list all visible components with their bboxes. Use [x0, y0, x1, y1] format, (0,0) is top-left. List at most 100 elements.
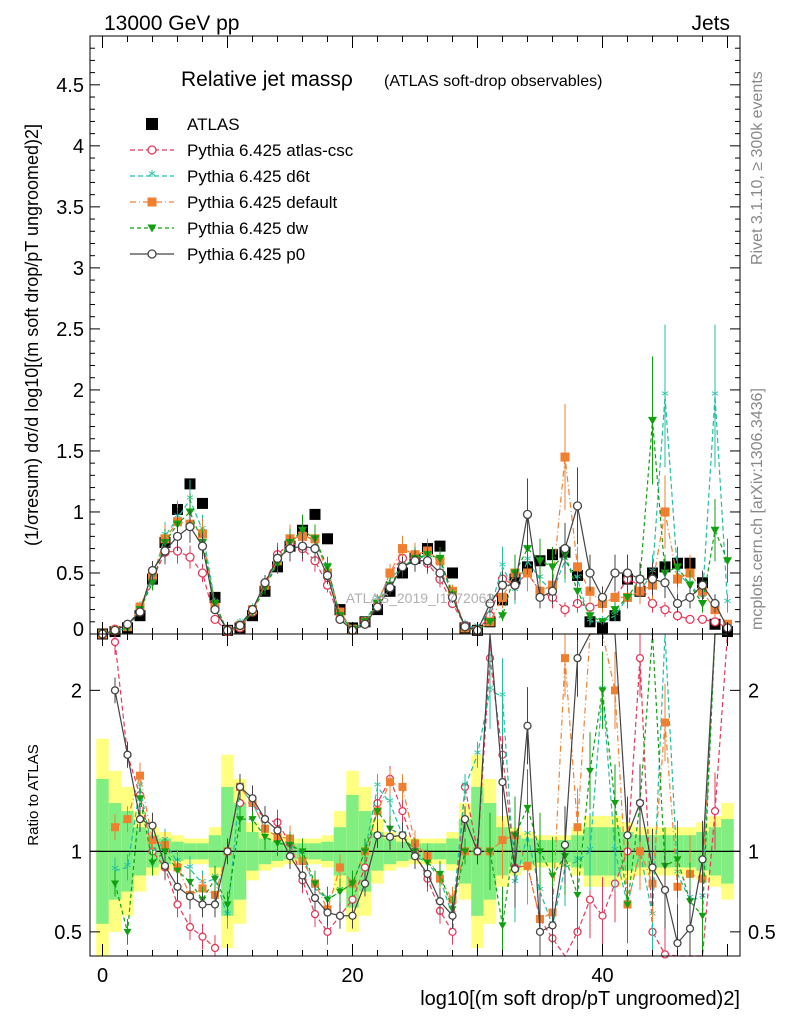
ratio-series-5-point — [423, 869, 432, 879]
legend-label: Pythia 6.425 d6t — [187, 167, 310, 186]
ratio-y-tick-label: 0.5 — [54, 922, 82, 944]
ratio-series-5-point — [510, 864, 520, 874]
ratio-series-3-point — [498, 836, 507, 845]
ratio-series-2-point: * — [461, 778, 469, 796]
legend-marker — [147, 249, 157, 259]
main-series-5-point — [397, 562, 408, 572]
main-y-tick-label: 1.5 — [56, 441, 84, 463]
main-series-5-point — [185, 521, 195, 532]
ratio-series-2-line — [114, 633, 728, 928]
x-axis-label: log10[(m soft drop/pT ungroomed)2] — [420, 988, 740, 1010]
main-series-5-point — [422, 556, 433, 566]
main-series-1-point — [560, 604, 570, 615]
main-series-5-point — [622, 568, 633, 578]
ratio-series-5-point — [473, 847, 482, 856]
ratio-frame — [89, 633, 741, 957]
main-series-0-point — [434, 540, 446, 552]
ratio-y-axis-label: Ratio to ATLAS — [25, 744, 42, 845]
main-series-5-point — [522, 509, 533, 520]
ratio-series-3-point — [148, 836, 157, 845]
main-series-5-point — [122, 619, 133, 629]
ratio-series-4-point — [673, 856, 682, 864]
main-series-5-point — [210, 604, 220, 615]
main-series-5-point — [335, 614, 345, 625]
ratio-series-4-point — [161, 848, 169, 856]
ratio-series-1-point — [348, 895, 357, 904]
ratio-series-5-point — [385, 832, 395, 842]
ratio-series-1-point — [360, 863, 370, 872]
main-series-4-point — [435, 554, 445, 563]
main-y-tick-label: 1 — [73, 502, 84, 524]
ratio-series-5-point — [260, 815, 270, 824]
ratio-series-5-point — [273, 826, 282, 835]
main-series-1-point — [210, 614, 220, 625]
ratio-series-1-line — [240, 633, 729, 958]
mcplots-side-text: mcplots.cern.ch [arXiv:1306.3436] — [749, 388, 766, 630]
ratio-series-4-point — [548, 872, 557, 880]
ratio-series-4-point — [373, 808, 382, 816]
legend: ATLAS Pythia 6.425 atlas-csc * Pythia 6.425… — [130, 115, 354, 264]
ratio-series-4-point — [248, 816, 257, 824]
main-y-tick-label: 3 — [73, 258, 84, 280]
watermark-text: ATLAS_2019_I1772062 — [346, 590, 495, 606]
ratio-y-tick-label-right: 0.5 — [748, 922, 776, 944]
ratio-series-1-point — [110, 637, 120, 647]
ratio-series-1-point — [710, 806, 720, 816]
ratio-series-5-point — [698, 855, 707, 864]
main-series-4-point — [148, 579, 157, 588]
ratio-series-5-point — [560, 840, 570, 850]
ratio-series-3-point — [123, 815, 132, 824]
main-series-5-point — [685, 592, 695, 603]
ratio-series-2-point: * — [611, 842, 619, 860]
ratio-series-5-point — [348, 911, 357, 920]
ratio-series-5-point — [410, 852, 420, 861]
main-series-5-point — [647, 574, 658, 584]
ratio-series-5-point — [360, 879, 370, 888]
main-series-5-point — [435, 568, 445, 578]
main-title: Relative jet massρ — [181, 68, 353, 91]
main-series-4-point — [548, 563, 557, 572]
ratio-series-5-point — [460, 815, 470, 824]
ratio-series-4-point — [348, 880, 357, 888]
main-series-5-point — [410, 556, 420, 566]
ratio-series-3-point — [561, 654, 569, 663]
main-series-4-point — [685, 581, 695, 590]
ratio-series-3-point — [523, 861, 532, 870]
ratio-panel: ****************************************… — [90, 633, 740, 959]
ratio-y-tick-label-right: 1 — [748, 841, 759, 863]
main-series-2-point: * — [711, 387, 719, 405]
x-tick-label: 20 — [341, 965, 363, 987]
main-series-2-point: * — [724, 594, 732, 612]
ratio-series-4-point — [273, 840, 282, 848]
main-series-5-point — [322, 570, 333, 581]
ratio-series-1-point — [448, 927, 457, 936]
main-series-4-point — [698, 599, 707, 608]
main-series-1-point — [197, 568, 208, 578]
main-series-4-point — [573, 587, 582, 596]
ratio-series-5-point — [210, 900, 220, 909]
ratio-series-5-point — [160, 861, 170, 870]
ratio-series-3-point — [386, 778, 394, 787]
main-series-1-point — [647, 598, 658, 609]
main-series-4-point — [498, 612, 507, 621]
ratio-series-5-point — [660, 885, 670, 895]
main-series-5-point — [672, 598, 683, 609]
main-series-5-point — [247, 604, 258, 615]
main-series-5-point — [597, 592, 608, 603]
ratio-series-5-point — [173, 882, 182, 891]
x-tick-label: 0 — [97, 965, 108, 987]
main-series-5-point — [160, 546, 170, 556]
ratio-series-4-point — [123, 928, 132, 936]
main-series-4-point — [710, 526, 720, 535]
legend-label: Pythia 6.425 default — [187, 193, 338, 212]
main-series-5-point — [172, 531, 183, 542]
ratio-series-5-point — [548, 921, 557, 930]
main-y-tick-label: 2 — [73, 380, 84, 402]
ratio-series-4-point — [336, 888, 344, 896]
main-series-5-point — [510, 580, 520, 590]
main-series-0-point — [322, 533, 333, 545]
main-series-5-point — [447, 592, 458, 603]
ratio-series-5-point — [635, 798, 645, 808]
ratio-y-tick-label-right: 2 — [748, 680, 759, 702]
main-series-4-point — [485, 618, 495, 627]
